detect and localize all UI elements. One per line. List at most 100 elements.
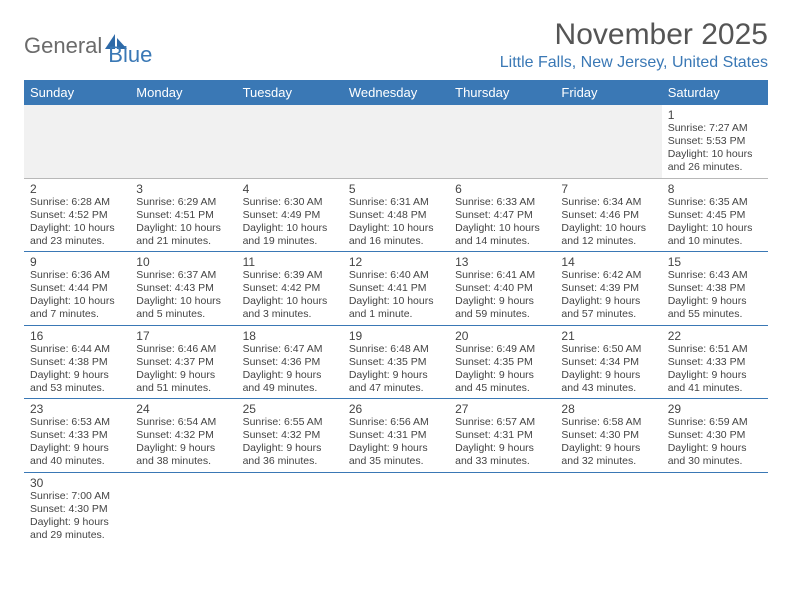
calendar-day-cell bbox=[130, 105, 236, 178]
day-number: 1 bbox=[668, 108, 762, 122]
calendar-day-cell: 13Sunrise: 6:41 AMSunset: 4:40 PMDayligh… bbox=[449, 252, 555, 325]
day-number: 27 bbox=[455, 402, 549, 416]
day-number: 23 bbox=[30, 402, 124, 416]
day-header: Monday bbox=[130, 80, 236, 105]
day-info: Sunrise: 6:34 AMSunset: 4:46 PMDaylight:… bbox=[561, 196, 655, 249]
calendar-day-cell: 9Sunrise: 6:36 AMSunset: 4:44 PMDaylight… bbox=[24, 252, 130, 325]
logo-text-2: Blue bbox=[108, 42, 152, 68]
calendar-day-cell: 8Sunrise: 6:35 AMSunset: 4:45 PMDaylight… bbox=[662, 179, 768, 252]
day-info: Sunrise: 6:53 AMSunset: 4:33 PMDaylight:… bbox=[30, 416, 124, 469]
calendar-day-cell: 6Sunrise: 6:33 AMSunset: 4:47 PMDaylight… bbox=[449, 179, 555, 252]
day-number: 9 bbox=[30, 255, 124, 269]
day-number: 12 bbox=[349, 255, 443, 269]
location: Little Falls, New Jersey, United States bbox=[500, 54, 768, 72]
calendar-day-cell: 12Sunrise: 6:40 AMSunset: 4:41 PMDayligh… bbox=[343, 252, 449, 325]
day-number: 21 bbox=[561, 329, 655, 343]
calendar-day-cell: 22Sunrise: 6:51 AMSunset: 4:33 PMDayligh… bbox=[662, 326, 768, 399]
day-info: Sunrise: 6:41 AMSunset: 4:40 PMDaylight:… bbox=[455, 269, 549, 322]
day-header: Thursday bbox=[449, 80, 555, 105]
calendar-day-cell: 10Sunrise: 6:37 AMSunset: 4:43 PMDayligh… bbox=[130, 252, 236, 325]
day-number: 7 bbox=[561, 182, 655, 196]
calendar-day-cell bbox=[343, 473, 449, 546]
day-info: Sunrise: 6:33 AMSunset: 4:47 PMDaylight:… bbox=[455, 196, 549, 249]
calendar-week-row: 30Sunrise: 7:00 AMSunset: 4:30 PMDayligh… bbox=[24, 473, 768, 546]
calendar-day-cell: 23Sunrise: 6:53 AMSunset: 4:33 PMDayligh… bbox=[24, 399, 130, 472]
day-header: Sunday bbox=[24, 80, 130, 105]
day-number: 2 bbox=[30, 182, 124, 196]
day-info: Sunrise: 6:36 AMSunset: 4:44 PMDaylight:… bbox=[30, 269, 124, 322]
day-number: 26 bbox=[349, 402, 443, 416]
day-header: Tuesday bbox=[237, 80, 343, 105]
calendar-day-cell: 16Sunrise: 6:44 AMSunset: 4:38 PMDayligh… bbox=[24, 326, 130, 399]
calendar-week-row: 23Sunrise: 6:53 AMSunset: 4:33 PMDayligh… bbox=[24, 399, 768, 473]
calendar: SundayMondayTuesdayWednesdayThursdayFrid… bbox=[24, 80, 768, 545]
header: General Blue November 2025 Little Falls,… bbox=[24, 18, 768, 72]
calendar-day-cell bbox=[130, 473, 236, 546]
day-header: Friday bbox=[555, 80, 661, 105]
day-number: 14 bbox=[561, 255, 655, 269]
day-info: Sunrise: 6:35 AMSunset: 4:45 PMDaylight:… bbox=[668, 196, 762, 249]
calendar-week-row: 2Sunrise: 6:28 AMSunset: 4:52 PMDaylight… bbox=[24, 179, 768, 253]
day-info: Sunrise: 6:55 AMSunset: 4:32 PMDaylight:… bbox=[243, 416, 337, 469]
calendar-day-cell bbox=[24, 105, 130, 178]
calendar-day-cell: 18Sunrise: 6:47 AMSunset: 4:36 PMDayligh… bbox=[237, 326, 343, 399]
calendar-day-cell bbox=[662, 473, 768, 546]
calendar-week-row: 16Sunrise: 6:44 AMSunset: 4:38 PMDayligh… bbox=[24, 326, 768, 400]
calendar-day-cell bbox=[237, 105, 343, 178]
day-number: 5 bbox=[349, 182, 443, 196]
day-info: Sunrise: 6:57 AMSunset: 4:31 PMDaylight:… bbox=[455, 416, 549, 469]
day-info: Sunrise: 6:51 AMSunset: 4:33 PMDaylight:… bbox=[668, 343, 762, 396]
day-info: Sunrise: 6:39 AMSunset: 4:42 PMDaylight:… bbox=[243, 269, 337, 322]
day-header: Wednesday bbox=[343, 80, 449, 105]
calendar-day-cell: 17Sunrise: 6:46 AMSunset: 4:37 PMDayligh… bbox=[130, 326, 236, 399]
calendar-day-cell: 25Sunrise: 6:55 AMSunset: 4:32 PMDayligh… bbox=[237, 399, 343, 472]
calendar-day-cell bbox=[343, 105, 449, 178]
day-info: Sunrise: 6:58 AMSunset: 4:30 PMDaylight:… bbox=[561, 416, 655, 469]
calendar-day-cell: 14Sunrise: 6:42 AMSunset: 4:39 PMDayligh… bbox=[555, 252, 661, 325]
day-number: 22 bbox=[668, 329, 762, 343]
day-info: Sunrise: 6:59 AMSunset: 4:30 PMDaylight:… bbox=[668, 416, 762, 469]
day-number: 17 bbox=[136, 329, 230, 343]
day-number: 4 bbox=[243, 182, 337, 196]
calendar-day-cell: 11Sunrise: 6:39 AMSunset: 4:42 PMDayligh… bbox=[237, 252, 343, 325]
day-number: 11 bbox=[243, 255, 337, 269]
logo: General Blue bbox=[24, 18, 152, 68]
day-header: Saturday bbox=[662, 80, 768, 105]
day-number: 8 bbox=[668, 182, 762, 196]
day-number: 24 bbox=[136, 402, 230, 416]
day-info: Sunrise: 6:54 AMSunset: 4:32 PMDaylight:… bbox=[136, 416, 230, 469]
calendar-day-cell: 28Sunrise: 6:58 AMSunset: 4:30 PMDayligh… bbox=[555, 399, 661, 472]
calendar-day-cell: 7Sunrise: 6:34 AMSunset: 4:46 PMDaylight… bbox=[555, 179, 661, 252]
calendar-header-row: SundayMondayTuesdayWednesdayThursdayFrid… bbox=[24, 80, 768, 105]
calendar-day-cell bbox=[449, 105, 555, 178]
day-number: 3 bbox=[136, 182, 230, 196]
logo-text-1: General bbox=[24, 33, 102, 59]
calendar-day-cell: 15Sunrise: 6:43 AMSunset: 4:38 PMDayligh… bbox=[662, 252, 768, 325]
day-info: Sunrise: 6:44 AMSunset: 4:38 PMDaylight:… bbox=[30, 343, 124, 396]
calendar-day-cell: 19Sunrise: 6:48 AMSunset: 4:35 PMDayligh… bbox=[343, 326, 449, 399]
calendar-day-cell: 4Sunrise: 6:30 AMSunset: 4:49 PMDaylight… bbox=[237, 179, 343, 252]
calendar-day-cell bbox=[449, 473, 555, 546]
day-info: Sunrise: 6:46 AMSunset: 4:37 PMDaylight:… bbox=[136, 343, 230, 396]
calendar-day-cell: 3Sunrise: 6:29 AMSunset: 4:51 PMDaylight… bbox=[130, 179, 236, 252]
day-number: 10 bbox=[136, 255, 230, 269]
day-info: Sunrise: 6:37 AMSunset: 4:43 PMDaylight:… bbox=[136, 269, 230, 322]
calendar-day-cell: 2Sunrise: 6:28 AMSunset: 4:52 PMDaylight… bbox=[24, 179, 130, 252]
calendar-day-cell: 5Sunrise: 6:31 AMSunset: 4:48 PMDaylight… bbox=[343, 179, 449, 252]
calendar-body: 1Sunrise: 7:27 AMSunset: 5:53 PMDaylight… bbox=[24, 105, 768, 545]
day-number: 19 bbox=[349, 329, 443, 343]
day-info: Sunrise: 6:40 AMSunset: 4:41 PMDaylight:… bbox=[349, 269, 443, 322]
day-info: Sunrise: 6:29 AMSunset: 4:51 PMDaylight:… bbox=[136, 196, 230, 249]
day-number: 20 bbox=[455, 329, 549, 343]
day-info: Sunrise: 7:27 AMSunset: 5:53 PMDaylight:… bbox=[668, 122, 762, 175]
day-info: Sunrise: 6:50 AMSunset: 4:34 PMDaylight:… bbox=[561, 343, 655, 396]
day-number: 18 bbox=[243, 329, 337, 343]
day-info: Sunrise: 6:30 AMSunset: 4:49 PMDaylight:… bbox=[243, 196, 337, 249]
calendar-day-cell: 1Sunrise: 7:27 AMSunset: 5:53 PMDaylight… bbox=[662, 105, 768, 178]
calendar-day-cell: 27Sunrise: 6:57 AMSunset: 4:31 PMDayligh… bbox=[449, 399, 555, 472]
day-number: 16 bbox=[30, 329, 124, 343]
calendar-day-cell: 29Sunrise: 6:59 AMSunset: 4:30 PMDayligh… bbox=[662, 399, 768, 472]
page: General Blue November 2025 Little Falls,… bbox=[0, 0, 792, 555]
calendar-day-cell bbox=[555, 473, 661, 546]
day-info: Sunrise: 6:42 AMSunset: 4:39 PMDaylight:… bbox=[561, 269, 655, 322]
